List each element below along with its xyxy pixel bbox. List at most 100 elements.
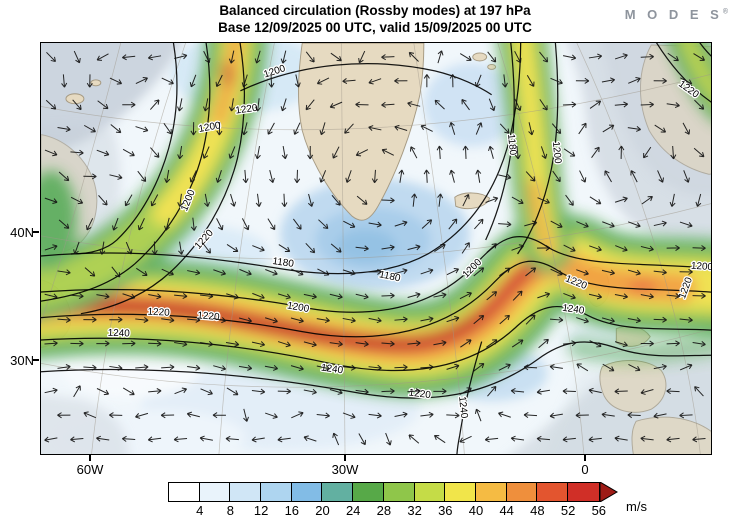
wind-arrow	[473, 315, 485, 325]
wind-arrow	[679, 221, 693, 228]
wind-arrow	[394, 268, 408, 275]
wind-arrow	[57, 412, 71, 419]
wind-arrow	[551, 123, 562, 135]
colorbar-tick-label: 20	[315, 503, 330, 516]
svg-text:1220: 1220	[235, 103, 259, 117]
wind-arrow	[225, 435, 239, 442]
wind-arrow	[343, 220, 356, 229]
wind-arrow	[251, 341, 266, 348]
wind-arrow	[589, 340, 602, 348]
wind-arrow	[627, 412, 641, 419]
wind-arrow	[291, 268, 304, 276]
wind-arrow	[85, 218, 94, 231]
wind-arrow	[137, 218, 145, 231]
svg-text:1200: 1200	[286, 300, 310, 315]
wind-arrow	[562, 388, 576, 395]
wind-arrow	[420, 364, 434, 371]
wind-arrow	[683, 170, 690, 183]
wind-arrow	[84, 267, 96, 277]
wind-arrow	[501, 74, 508, 88]
wind-arrow	[679, 316, 693, 323]
wind-arrow	[381, 292, 395, 299]
wind-arrow	[514, 98, 522, 111]
wind-arrow	[330, 52, 342, 62]
contour-label: 1180	[504, 132, 520, 157]
wind-arrow	[317, 268, 330, 276]
wind-arrow	[511, 339, 524, 348]
wind-arrow	[394, 411, 408, 418]
wind-arrow	[45, 99, 57, 110]
wind-arrow	[601, 317, 615, 324]
colorbar-tick-label: 52	[560, 503, 576, 516]
modes-logo-text: M O D E S	[624, 7, 723, 22]
wind-arrow	[485, 196, 499, 203]
svg-text:1220: 1220	[147, 307, 170, 319]
wind-arrow	[461, 99, 470, 111]
wind-arrow	[407, 340, 421, 347]
wind-arrow	[602, 124, 615, 133]
wind-arrow	[189, 74, 197, 88]
wind-arrow	[57, 316, 71, 323]
wind-arrow	[316, 77, 330, 85]
wind-arrow	[640, 53, 654, 60]
wind-arrow	[498, 221, 512, 228]
wind-arrow	[537, 197, 550, 205]
wind-arrow	[200, 293, 214, 300]
wind-arrow	[536, 435, 550, 442]
wind-arrow	[329, 340, 343, 347]
wind-arrow	[381, 197, 395, 204]
wind-arrow	[498, 174, 512, 180]
wind-arrow	[550, 77, 563, 85]
wind-arrow	[307, 193, 314, 207]
wind-arrow	[174, 387, 188, 395]
wind-arrow	[666, 293, 680, 300]
wind-arrow	[666, 388, 680, 395]
wind-arrow	[627, 221, 641, 228]
wind-arrow	[239, 268, 252, 276]
wind-arrow	[615, 245, 628, 252]
wind-arrow	[576, 363, 589, 372]
wind-arrow	[488, 98, 496, 112]
registered-mark-icon: ®	[722, 8, 728, 16]
wind-arrow	[536, 388, 550, 395]
wind-arrow	[355, 388, 369, 395]
wind-arrow	[226, 293, 239, 300]
colorbar-segment	[567, 483, 599, 501]
wind-arrow	[177, 193, 184, 207]
wind-arrow	[122, 148, 135, 157]
wind-arrow	[446, 268, 460, 276]
wind-arrow	[135, 364, 149, 371]
wind-arrow	[498, 363, 511, 371]
wind-arrow	[511, 196, 524, 205]
wind-arrow	[459, 291, 472, 300]
wind-arrow	[643, 146, 652, 159]
wind-arrow	[268, 74, 275, 88]
wind-arrow	[329, 389, 343, 395]
wind-arrow	[408, 434, 420, 444]
wind-arrow	[475, 122, 483, 135]
wind-arrow	[670, 145, 677, 160]
wind-arrow	[433, 388, 447, 395]
wind-arrow	[135, 316, 149, 323]
wind-arrow	[44, 340, 58, 347]
wind-arrow	[576, 317, 589, 324]
wind-arrow	[368, 268, 382, 275]
wind-arrow	[368, 125, 382, 131]
wind-arrow	[316, 317, 330, 324]
wind-arrow	[73, 50, 81, 64]
wind-arrow	[331, 194, 341, 206]
wind-arrow	[640, 435, 654, 442]
colorbar-tick-label: 12	[253, 503, 269, 516]
wind-arrow	[342, 269, 356, 276]
wind-arrow	[135, 76, 148, 85]
wind-arrow	[381, 340, 395, 347]
wind-arrow	[189, 170, 197, 183]
wind-arrow	[627, 125, 641, 132]
wind-arrow	[161, 317, 175, 323]
wind-arrow	[576, 221, 589, 228]
wind-arrow	[563, 244, 576, 252]
contour-label: 1240	[455, 394, 471, 420]
wind-arrow	[588, 53, 603, 60]
colorbar-segment	[506, 483, 538, 501]
